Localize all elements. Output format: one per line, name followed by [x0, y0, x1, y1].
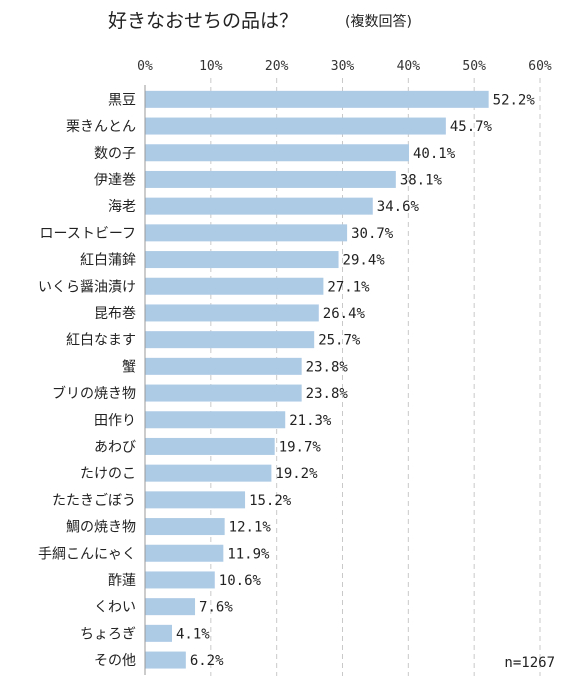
bar — [145, 651, 186, 669]
value-label: 10.6% — [219, 573, 262, 589]
value-label: 23.8% — [306, 359, 349, 375]
bar — [145, 197, 373, 215]
category-label: 栗きんとん — [66, 119, 136, 135]
value-label: 40.1% — [413, 146, 456, 162]
value-label: 52.2% — [493, 92, 536, 108]
category-label: 紅白なます — [66, 333, 136, 349]
bar — [145, 491, 246, 509]
bar — [145, 331, 315, 349]
bar — [145, 411, 286, 429]
value-label: 7.6% — [199, 600, 233, 616]
value-label: 45.7% — [450, 119, 493, 135]
category-label: 手綱こんにゃく — [38, 546, 136, 562]
bars — [145, 90, 489, 669]
category-label: 黒豆 — [108, 92, 136, 108]
x-tick-label: 60% — [528, 59, 552, 74]
value-labels: 52.2%45.7% 40.1% 38.1% 34.6% 30.7% 29.4% 27.1%… — [176, 92, 535, 669]
category-label: 昆布巻 — [94, 306, 136, 322]
bar — [145, 544, 224, 562]
x-tick-label: 50% — [462, 59, 486, 74]
bar — [145, 357, 302, 375]
bar — [145, 304, 319, 322]
value-label: 11.9% — [227, 546, 270, 562]
value-label: 25.7% — [318, 333, 361, 349]
value-label: 21.3% — [289, 413, 332, 429]
value-label: 27.1% — [327, 279, 370, 295]
bar — [145, 571, 215, 589]
bar — [145, 117, 446, 135]
category-label: ブリの焼き物 — [52, 385, 136, 402]
bar — [145, 277, 324, 295]
value-label: 38.1% — [400, 172, 443, 188]
bar — [145, 518, 225, 536]
category-labels: 黒豆栗きんとん数の子伊達巻海老ローストビーフ紅白蒲鉾いくら醤油漬け昆布巻紅白なま… — [38, 92, 136, 669]
category-label: くわい — [94, 600, 136, 616]
sample-size-note: n=1267 — [504, 655, 555, 671]
x-tick-label: 10% — [199, 59, 223, 74]
value-label: 19.7% — [279, 439, 322, 455]
chart-title: 好きなおせちの品は？ — [108, 10, 298, 32]
bar — [145, 251, 339, 269]
value-label: 26.4% — [323, 306, 366, 322]
x-tick-label: 40% — [397, 59, 421, 74]
x-axis-ticks: 0% 10% 20% 30% 40% 50% 60% — [137, 59, 552, 74]
bar — [145, 90, 489, 108]
value-label: 6.2% — [190, 653, 224, 669]
bar — [145, 464, 272, 482]
value-label: 12.1% — [229, 520, 272, 536]
category-label: いくら醤油漬け — [38, 279, 136, 295]
bar — [145, 624, 172, 642]
bar — [145, 598, 196, 616]
category-label: たけのこ — [80, 466, 136, 482]
value-label: 19.2% — [275, 466, 318, 482]
category-label: ローストビーフ — [40, 226, 136, 242]
x-tick-label: 0% — [137, 59, 153, 74]
category-label: 数の子 — [94, 146, 136, 162]
bar — [145, 437, 275, 455]
category-label: たたきごぼう — [52, 493, 136, 509]
category-label: 田作り — [94, 413, 136, 429]
category-label: 蟹 — [122, 359, 136, 375]
bar — [145, 384, 302, 402]
category-label: 酢蓮 — [108, 573, 136, 589]
category-label: ちょろぎ — [80, 626, 136, 642]
value-label: 4.1% — [176, 626, 210, 642]
category-label: その他 — [94, 653, 136, 669]
x-tick-label: 20% — [265, 59, 289, 74]
value-label: 29.4% — [343, 253, 386, 269]
bar — [145, 170, 396, 188]
value-label: 15.2% — [249, 493, 292, 509]
chart-subtitle: (複数回答) — [345, 13, 412, 30]
value-label: 30.7% — [351, 226, 394, 242]
category-label: 紅白蒲鉾 — [80, 253, 136, 269]
x-tick-label: 30% — [331, 59, 355, 74]
bar — [145, 144, 409, 162]
bar — [145, 224, 348, 242]
category-label: 鯛の焼き物 — [66, 520, 136, 536]
category-label: 伊達巻 — [94, 172, 136, 188]
value-label: 23.8% — [306, 386, 349, 402]
category-label: あわび — [94, 439, 136, 455]
category-label: 海老 — [108, 199, 136, 215]
value-label: 34.6% — [377, 199, 420, 215]
